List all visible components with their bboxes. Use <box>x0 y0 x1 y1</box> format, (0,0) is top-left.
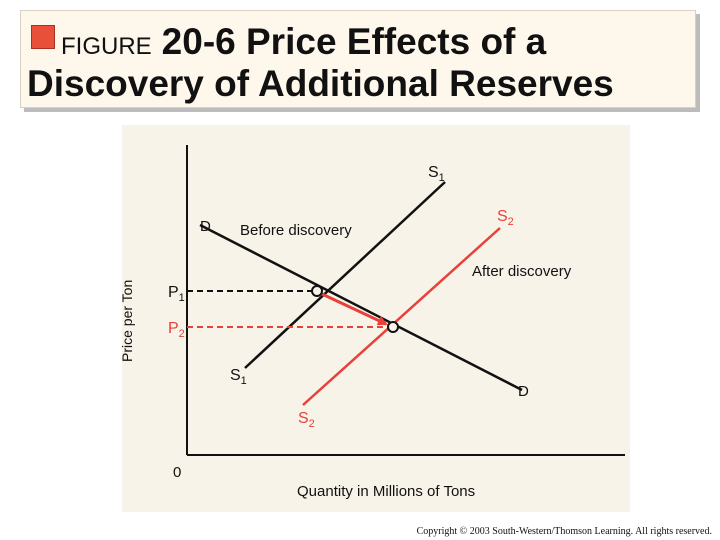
price1-label: P1 <box>168 284 185 304</box>
copyright-notice: Copyright © 2003 South-Western/Thomson L… <box>416 526 712 537</box>
x-axis-label: Quantity in Millions of Tons <box>297 483 475 500</box>
before-discovery-label: Before discovery <box>240 222 352 239</box>
bullet-square-icon <box>31 25 55 49</box>
demand-curve <box>199 223 523 392</box>
figure-label: FIGURE <box>61 33 152 60</box>
supply2-label-bottom: S2 <box>298 410 315 430</box>
supply1-label-bottom: S1 <box>230 367 247 387</box>
y-axis-label: Price per Ton <box>119 280 135 362</box>
supply-curve-s1 <box>244 181 446 369</box>
equilibrium-point-before <box>311 285 323 297</box>
figure-title-line1: FIGURE 20-6 Price Effects of a <box>61 21 546 68</box>
demand-label-bottom: D <box>518 383 529 400</box>
supply1-label-top: S1 <box>428 164 445 184</box>
supply-curve-s2 <box>302 227 501 406</box>
figure-title-banner: FIGURE 20-6 Price Effects of a Discovery … <box>20 10 696 108</box>
supply2-label-top: S2 <box>497 208 514 228</box>
origin-label: 0 <box>173 464 181 481</box>
after-discovery-label: After discovery <box>472 263 572 280</box>
figure-title-line2: Discovery of Additional Reserves <box>27 63 614 104</box>
equilibrium-shift-arrow <box>321 292 388 326</box>
equilibrium-point-after <box>387 321 399 333</box>
demand-label-top: D <box>200 218 211 235</box>
figure-title-text: 20-6 Price Effects of a <box>161 21 547 62</box>
price2-label: P2 <box>168 320 185 340</box>
